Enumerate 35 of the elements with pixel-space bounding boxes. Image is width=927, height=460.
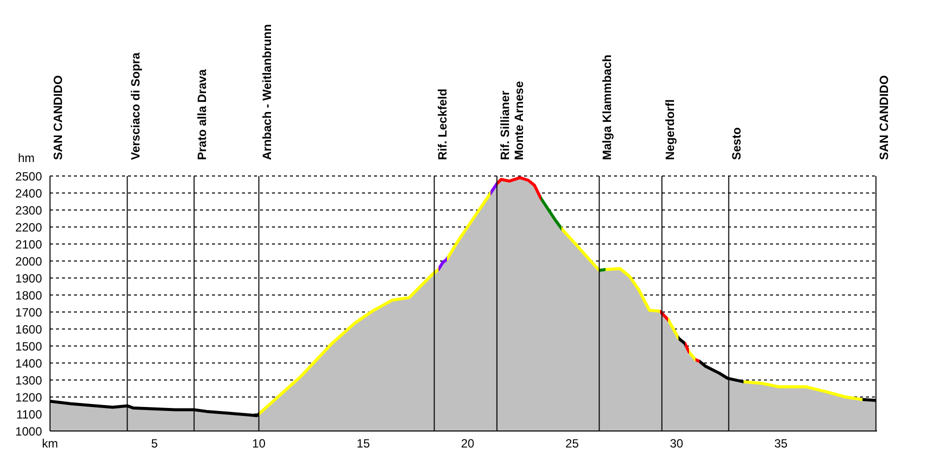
ref-line-label: SAN CANDIDO bbox=[876, 75, 891, 160]
y-tick-label: 1500 bbox=[15, 339, 42, 354]
ref-line-label: Negerdorfl bbox=[662, 99, 677, 160]
y-tick-label: 2500 bbox=[15, 169, 42, 184]
ref-line-label: SAN CANDIDO bbox=[51, 75, 65, 160]
y-tick-label: 2100 bbox=[15, 237, 42, 252]
y-tick-label: 2300 bbox=[15, 203, 42, 218]
y-tick-label: 1300 bbox=[15, 373, 42, 388]
y-tick-label: 1900 bbox=[15, 271, 42, 286]
y-tick-label: 1800 bbox=[15, 288, 42, 302]
y-axis-title: hm bbox=[18, 151, 35, 165]
x-tick-label: 30 bbox=[670, 436, 684, 451]
ref-line-label: Arnbach - Weitlanbrunn bbox=[260, 24, 274, 160]
y-tick-label: 2000 bbox=[15, 254, 42, 268]
y-tick-label: 2400 bbox=[15, 186, 42, 200]
x-tick-label: 5 bbox=[151, 436, 158, 451]
ref-line-label: Sesto bbox=[730, 127, 744, 160]
ref-line-label: Versciaco di Sopra bbox=[128, 52, 142, 160]
y-tick-label: 1700 bbox=[15, 305, 42, 320]
ref-line-label: Prato alla Drava bbox=[195, 68, 210, 160]
x-tick-label: 35 bbox=[774, 436, 788, 451]
ref-line-label: Rif. Sillianer Monte Arnese bbox=[498, 80, 526, 160]
y-tick-label: 1000 bbox=[15, 424, 42, 438]
y-tick-label: 2200 bbox=[15, 220, 42, 234]
y-tick-label: 1400 bbox=[15, 356, 42, 370]
x-tick-label: 25 bbox=[565, 436, 580, 451]
x-tick-label: km bbox=[42, 436, 58, 451]
x-tick-label: 15 bbox=[356, 436, 370, 451]
y-tick-label: 1100 bbox=[16, 407, 42, 422]
y-tick-label: 1200 bbox=[15, 390, 42, 404]
x-tick-label: 20 bbox=[460, 436, 475, 451]
x-tick-label: 10 bbox=[252, 436, 266, 451]
ref-line-label: Malga Klammbach bbox=[600, 54, 614, 160]
y-tick-label: 1600 bbox=[15, 322, 42, 336]
ref-line-label: Rif. Leckfeld bbox=[435, 88, 450, 160]
